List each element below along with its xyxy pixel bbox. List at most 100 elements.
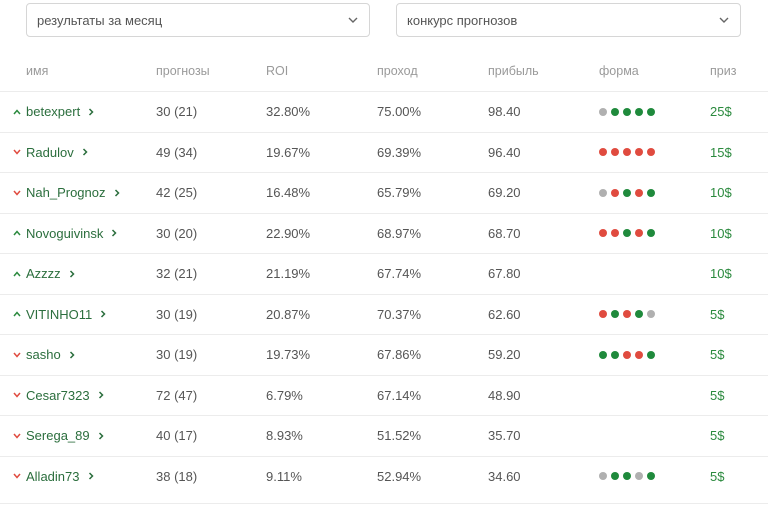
prize-cell-value: 25$ bbox=[710, 104, 732, 119]
user-link[interactable]: Nah_Prognoz bbox=[12, 173, 122, 212]
form-loss-dot bbox=[611, 148, 619, 156]
chevron-right-icon[interactable] bbox=[96, 390, 106, 400]
roi-cell-value: 8.93% bbox=[266, 428, 303, 443]
roi-cell: 21.19% bbox=[266, 254, 310, 293]
user-link[interactable]: Azzzz bbox=[12, 254, 77, 293]
roi-cell-value: 19.67% bbox=[266, 144, 311, 160]
prize-cell: 5$ bbox=[710, 335, 724, 374]
form-loss-dot bbox=[647, 148, 655, 156]
prize-cell-value: 5$ bbox=[710, 468, 725, 484]
user-link[interactable]: Serega_89 bbox=[12, 416, 106, 455]
header-forecasts[interactable]: прогнозы bbox=[156, 64, 210, 78]
roi-cell-value: 21.19% bbox=[266, 266, 311, 281]
user-link[interactable]: Alladin73 bbox=[12, 457, 96, 496]
profit-cell-value: 67.80 bbox=[488, 266, 521, 281]
profit-cell-value: 34.60 bbox=[488, 468, 521, 484]
form-loss-dot bbox=[611, 229, 619, 237]
form-win-dot bbox=[647, 472, 655, 480]
prize-cell: 5$ bbox=[710, 376, 724, 415]
forecasts-cell-value: 30 (20) bbox=[156, 225, 198, 241]
form-loss-dot bbox=[599, 310, 607, 318]
chevron-right-icon[interactable] bbox=[96, 431, 106, 441]
chevron-right-icon[interactable] bbox=[109, 228, 119, 238]
prize-cell: 25$ bbox=[710, 92, 732, 131]
user-name[interactable]: Nah_Prognoz bbox=[26, 185, 106, 200]
roi-cell: 9.11% bbox=[266, 457, 302, 496]
profit-cell: 62.60 bbox=[488, 295, 521, 334]
table-row: Radulov 49 (34) 19.67% 69.39% 96.40 15$ bbox=[0, 131, 768, 172]
user-name[interactable]: Radulov bbox=[26, 144, 74, 160]
user-link[interactable]: Novoguivinsk bbox=[12, 214, 119, 253]
user-name[interactable]: VITINHO11 bbox=[26, 306, 93, 322]
chevron-right-icon[interactable] bbox=[67, 269, 77, 279]
header-profit[interactable]: прибыль bbox=[488, 64, 539, 78]
trend-down-icon bbox=[12, 431, 22, 441]
prize-cell: 10$ bbox=[710, 173, 732, 212]
user-link[interactable]: sasho bbox=[12, 335, 77, 374]
form-loss-dot bbox=[623, 148, 631, 156]
user-name[interactable]: Serega_89 bbox=[26, 428, 90, 443]
user-link[interactable]: betexpert bbox=[12, 92, 96, 131]
table-row: Novoguivinsk 30 (20) 22.90% 68.97% 68.70 10$ bbox=[0, 212, 768, 253]
forecasts-cell: 38 (18) bbox=[156, 457, 197, 496]
pass-cell: 75.00% bbox=[377, 92, 421, 131]
user-link[interactable]: Cesar7323 bbox=[12, 376, 106, 415]
form-loss-dot bbox=[599, 148, 607, 156]
profit-cell: 59.20 bbox=[488, 335, 521, 374]
forecasts-cell-value: 38 (18) bbox=[156, 468, 198, 484]
chevron-right-icon[interactable] bbox=[67, 350, 77, 360]
header-form: форма bbox=[599, 64, 639, 78]
user-name[interactable]: Azzzz bbox=[26, 266, 61, 281]
chevron-right-icon[interactable] bbox=[98, 309, 108, 319]
chevron-right-icon[interactable] bbox=[80, 147, 90, 157]
user-link[interactable]: VITINHO11 bbox=[12, 295, 108, 334]
profit-cell-value: 48.90 bbox=[488, 387, 521, 403]
pass-cell-value: 68.97% bbox=[377, 225, 422, 241]
form-win-dot bbox=[611, 107, 619, 116]
header-pass[interactable]: проход bbox=[377, 64, 418, 78]
user-name[interactable]: Cesar7323 bbox=[26, 387, 90, 403]
prize-cell-value: 10$ bbox=[710, 225, 732, 241]
pass-cell: 67.74% bbox=[377, 254, 421, 293]
pass-cell: 67.14% bbox=[377, 376, 421, 415]
form-neutral-dot bbox=[647, 310, 655, 318]
contest-select[interactable]: конкурс прогнозов bbox=[396, 3, 741, 37]
form-loss-dot bbox=[635, 188, 643, 197]
roi-cell-value: 32.80% bbox=[266, 104, 311, 119]
forecasts-cell: 49 (34) bbox=[156, 133, 197, 172]
header-prize[interactable]: приз bbox=[710, 64, 737, 78]
chevron-right-icon[interactable] bbox=[86, 471, 96, 481]
user-name[interactable]: Alladin73 bbox=[26, 468, 80, 484]
trend-up-icon bbox=[12, 107, 22, 117]
trend-up-icon bbox=[12, 269, 22, 279]
header-roi[interactable]: ROI bbox=[266, 64, 289, 78]
header-name[interactable]: имя bbox=[26, 64, 49, 78]
profit-cell-value: 35.70 bbox=[488, 428, 521, 443]
forecasts-cell: 42 (25) bbox=[156, 173, 197, 212]
pass-cell: 52.94% bbox=[377, 457, 421, 496]
user-name[interactable]: sasho bbox=[26, 347, 61, 362]
form-loss-dot bbox=[635, 350, 643, 359]
roi-cell-value: 20.87% bbox=[266, 306, 311, 322]
chevron-right-icon[interactable] bbox=[86, 107, 96, 117]
trend-down-icon bbox=[12, 471, 22, 481]
period-select[interactable]: результаты за месяц bbox=[26, 3, 370, 37]
roi-cell: 19.67% bbox=[266, 133, 310, 172]
profit-cell-value: 69.20 bbox=[488, 185, 521, 200]
form-loss-dot bbox=[635, 229, 643, 237]
form-neutral-dot bbox=[599, 107, 607, 116]
user-link[interactable]: Radulov bbox=[12, 133, 90, 172]
table-row: sasho 30 (19) 19.73% 67.86% 59.20 5$ bbox=[0, 334, 768, 374]
pass-cell-value: 70.37% bbox=[377, 306, 422, 322]
pass-cell-value: 75.00% bbox=[377, 104, 422, 119]
user-name[interactable]: betexpert bbox=[26, 104, 81, 119]
user-name[interactable]: Novoguivinsk bbox=[26, 225, 104, 241]
forecasts-cell-value: 30 (19) bbox=[156, 347, 198, 362]
forecasts-cell: 72 (47) bbox=[156, 376, 197, 415]
table-row-partial bbox=[0, 503, 768, 513]
pass-cell-value: 52.94% bbox=[377, 468, 422, 484]
profit-cell-value: 98.40 bbox=[488, 104, 521, 119]
form-win-dot bbox=[647, 188, 655, 197]
form-win-dot bbox=[599, 350, 607, 359]
chevron-right-icon[interactable] bbox=[112, 188, 122, 198]
